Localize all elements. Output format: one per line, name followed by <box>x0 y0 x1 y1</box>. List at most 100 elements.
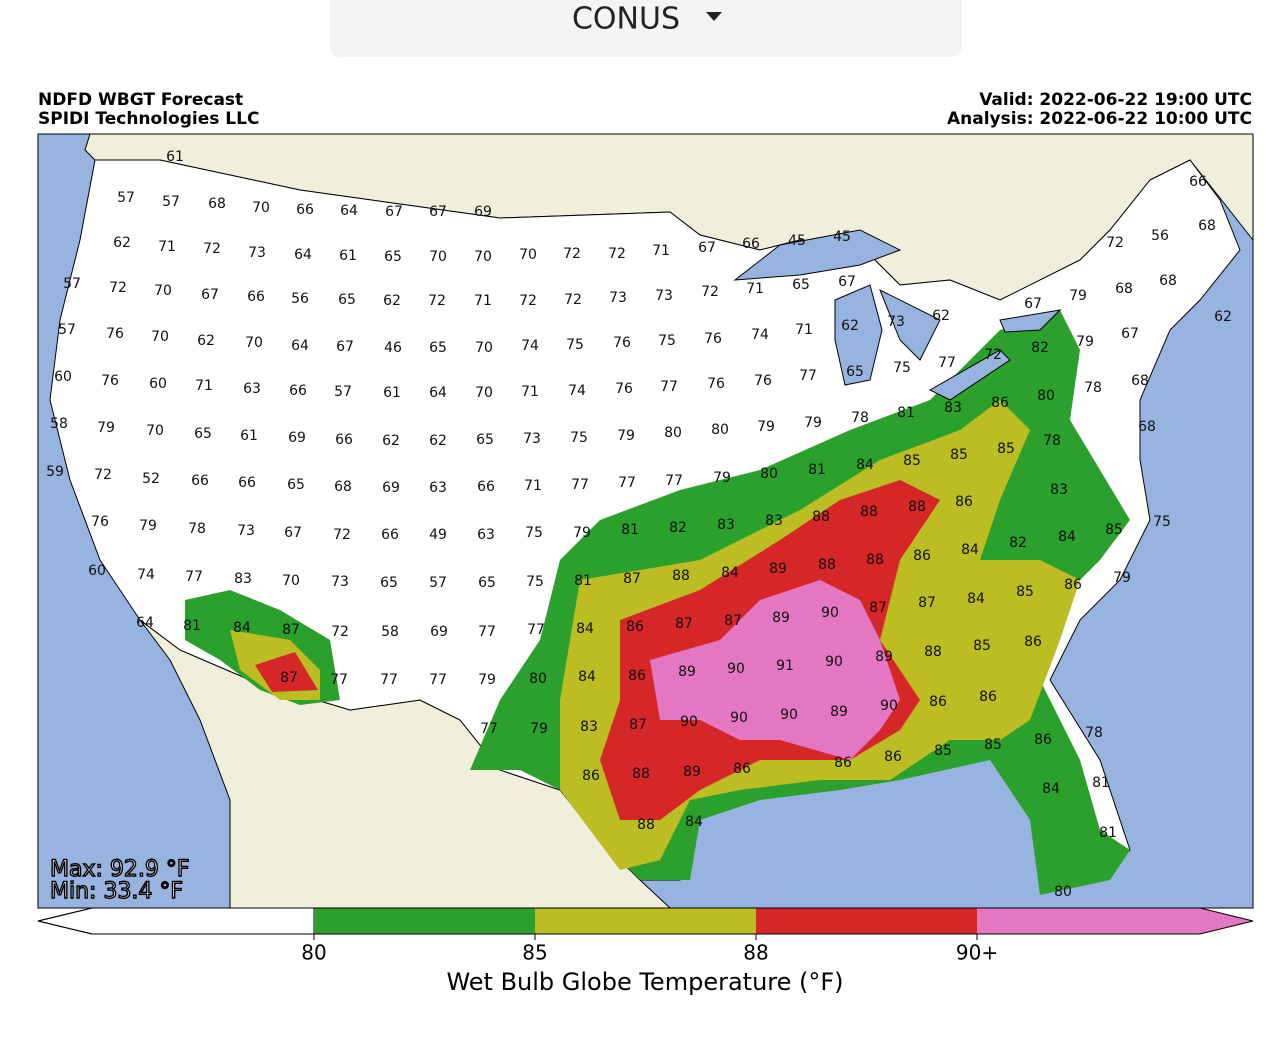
station-value: 63 <box>429 480 447 496</box>
station-value: 84 <box>576 621 594 637</box>
station-value: 70 <box>474 249 492 265</box>
lake-ontario <box>999 309 1062 333</box>
station-value: 72 <box>564 292 582 308</box>
station-value: 87 <box>869 600 887 616</box>
station-value: 80 <box>1054 884 1072 900</box>
colorbar-ticks: 80 85 88 90+ <box>301 934 998 965</box>
station-value: 72 <box>519 293 537 309</box>
station-value: 62 <box>932 308 950 324</box>
station-value: 88 <box>637 817 655 833</box>
station-value: 86 <box>582 768 600 784</box>
station-value: 83 <box>1050 482 1068 498</box>
station-value: 88 <box>672 568 690 584</box>
station-value: 77 <box>429 672 447 688</box>
station-value: 70 <box>475 340 493 356</box>
station-value: 81 <box>1099 825 1117 841</box>
station-value: 83 <box>580 719 598 735</box>
great-lakes <box>733 229 1062 401</box>
station-value: 86 <box>929 694 947 710</box>
station-value: 67 <box>1121 326 1139 342</box>
station-value: 68 <box>1198 218 1216 234</box>
station-value: 67 <box>838 274 856 290</box>
station-value: 61 <box>383 385 401 401</box>
station-value: 77 <box>665 473 683 489</box>
station-value: 77 <box>799 368 817 384</box>
station-value: 79 <box>1076 334 1094 350</box>
station-value: 86 <box>628 668 646 684</box>
station-value: 86 <box>991 395 1009 411</box>
station-value: 71 <box>158 239 176 255</box>
station-value: 65 <box>338 292 356 308</box>
station-value: 70 <box>245 335 263 351</box>
station-value: 63 <box>477 527 495 543</box>
station-value: 49 <box>429 527 447 543</box>
station-value: 88 <box>632 766 650 782</box>
station-value: 60 <box>88 563 106 579</box>
station-value: 85 <box>1105 522 1123 538</box>
station-value: 73 <box>655 288 673 304</box>
station-value: 84 <box>856 457 874 473</box>
station-value: 72 <box>333 527 351 543</box>
dropdown[interactable]: CONUS <box>330 0 962 57</box>
colorbar-tick-label: 88 <box>743 941 768 965</box>
station-value: 67 <box>1024 296 1042 312</box>
station-value: 64 <box>136 615 154 631</box>
station-value: 68 <box>1131 373 1149 389</box>
station-value: 71 <box>795 322 813 338</box>
station-value: 77 <box>660 379 678 395</box>
station-value: 62 <box>429 433 447 449</box>
station-value: 68 <box>334 479 352 495</box>
station-value: 80 <box>529 671 547 687</box>
station-value: 62 <box>382 433 400 449</box>
station-value: 77 <box>618 475 636 491</box>
station-value: 76 <box>91 514 109 530</box>
colorbar: 80 85 88 90+ Wet Bulb Globe Temperature (°F… <box>37 907 1254 996</box>
station-value: 70 <box>154 283 172 299</box>
station-value: 76 <box>613 335 631 351</box>
station-value: 78 <box>1085 725 1103 741</box>
station-value: 79 <box>139 518 157 534</box>
station-value: 88 <box>908 499 926 515</box>
station-value: 80 <box>664 425 682 441</box>
station-value: 87 <box>623 571 641 587</box>
station-value: 85 <box>903 453 921 469</box>
station-value: 58 <box>50 416 68 432</box>
station-value: 74 <box>568 383 586 399</box>
station-value: 79 <box>757 419 775 435</box>
dropdown-label[interactable]: CONUS <box>572 2 680 37</box>
station-value: 75 <box>570 430 588 446</box>
station-value: 82 <box>669 520 687 536</box>
station-value: 69 <box>382 480 400 496</box>
colorbar-green <box>314 908 535 934</box>
station-value: 73 <box>331 574 349 590</box>
colorbar-under <box>37 907 315 935</box>
station-value: 86 <box>955 494 973 510</box>
dropdown-box[interactable] <box>330 0 962 57</box>
station-value: 65 <box>476 432 494 448</box>
station-value: 65 <box>380 575 398 591</box>
station-value: 70 <box>475 385 493 401</box>
station-value: 61 <box>240 428 258 444</box>
station-value: 61 <box>166 149 184 165</box>
station-value: 75 <box>526 574 544 590</box>
colorbar-red <box>756 908 977 934</box>
station-value: 76 <box>101 373 119 389</box>
station-value: 76 <box>106 326 124 342</box>
station-value: 70 <box>429 249 447 265</box>
station-value: 64 <box>340 203 358 219</box>
lake-superior <box>733 229 902 281</box>
station-value: 72 <box>331 624 349 640</box>
station-value: 66 <box>247 289 265 305</box>
station-value: 77 <box>480 721 498 737</box>
station-value: 68 <box>1115 281 1133 297</box>
dropdown-arrow[interactable] <box>706 12 722 21</box>
station-value: 64 <box>429 385 447 401</box>
station-value: 83 <box>234 571 252 587</box>
station-value: 67 <box>385 204 403 220</box>
station-value: 73 <box>887 314 905 330</box>
station-value: 65 <box>846 364 864 380</box>
station-value: 68 <box>1138 419 1156 435</box>
station-value: 66 <box>289 383 307 399</box>
station-value: 65 <box>792 277 810 293</box>
station-value: 90 <box>780 707 798 723</box>
